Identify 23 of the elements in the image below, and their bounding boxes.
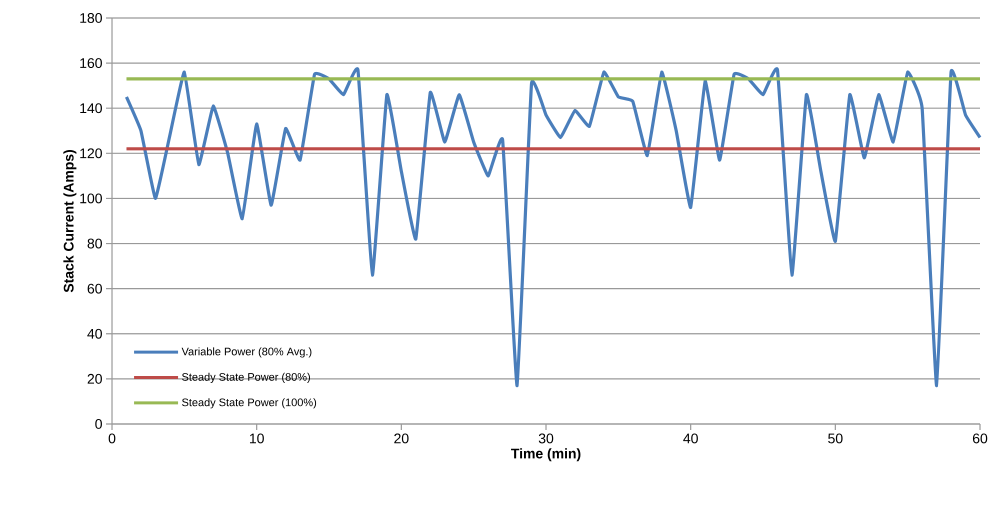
x-tick-label: 50 [828,433,843,444]
legend-label: Steady State Power (80%) [182,372,310,383]
x-tick-label: 40 [683,433,698,444]
legend-label: Steady State Power (100%) [182,398,316,408]
x-tick-label: 10 [250,433,264,444]
y-tick-label: 140 [80,103,102,114]
x-tick-label: 60 [972,433,988,444]
y-tick-label: 180 [80,13,102,23]
x-tick-label: 20 [394,433,409,444]
y-tick-label: 100 [80,193,102,204]
line-series [124,68,982,388]
y-tick-label: 20 [88,374,102,384]
y-tick-label: 40 [87,328,102,339]
y-tick-label: 80 [88,238,102,248]
y-tick-label: 60 [88,284,102,294]
x-tick-label: 0 [108,433,116,444]
legend-label: Variable Power (80% Avg.) [182,347,312,358]
y-tick-label: 120 [80,148,102,158]
x-tick-label: 30 [538,433,554,444]
y-tick-label: 0 [95,419,102,429]
y-axis-title: Stack Current (Amps) [63,150,76,292]
x-axis-title: Time (min) [511,448,580,462]
y-tick-label: 160 [80,58,102,68]
